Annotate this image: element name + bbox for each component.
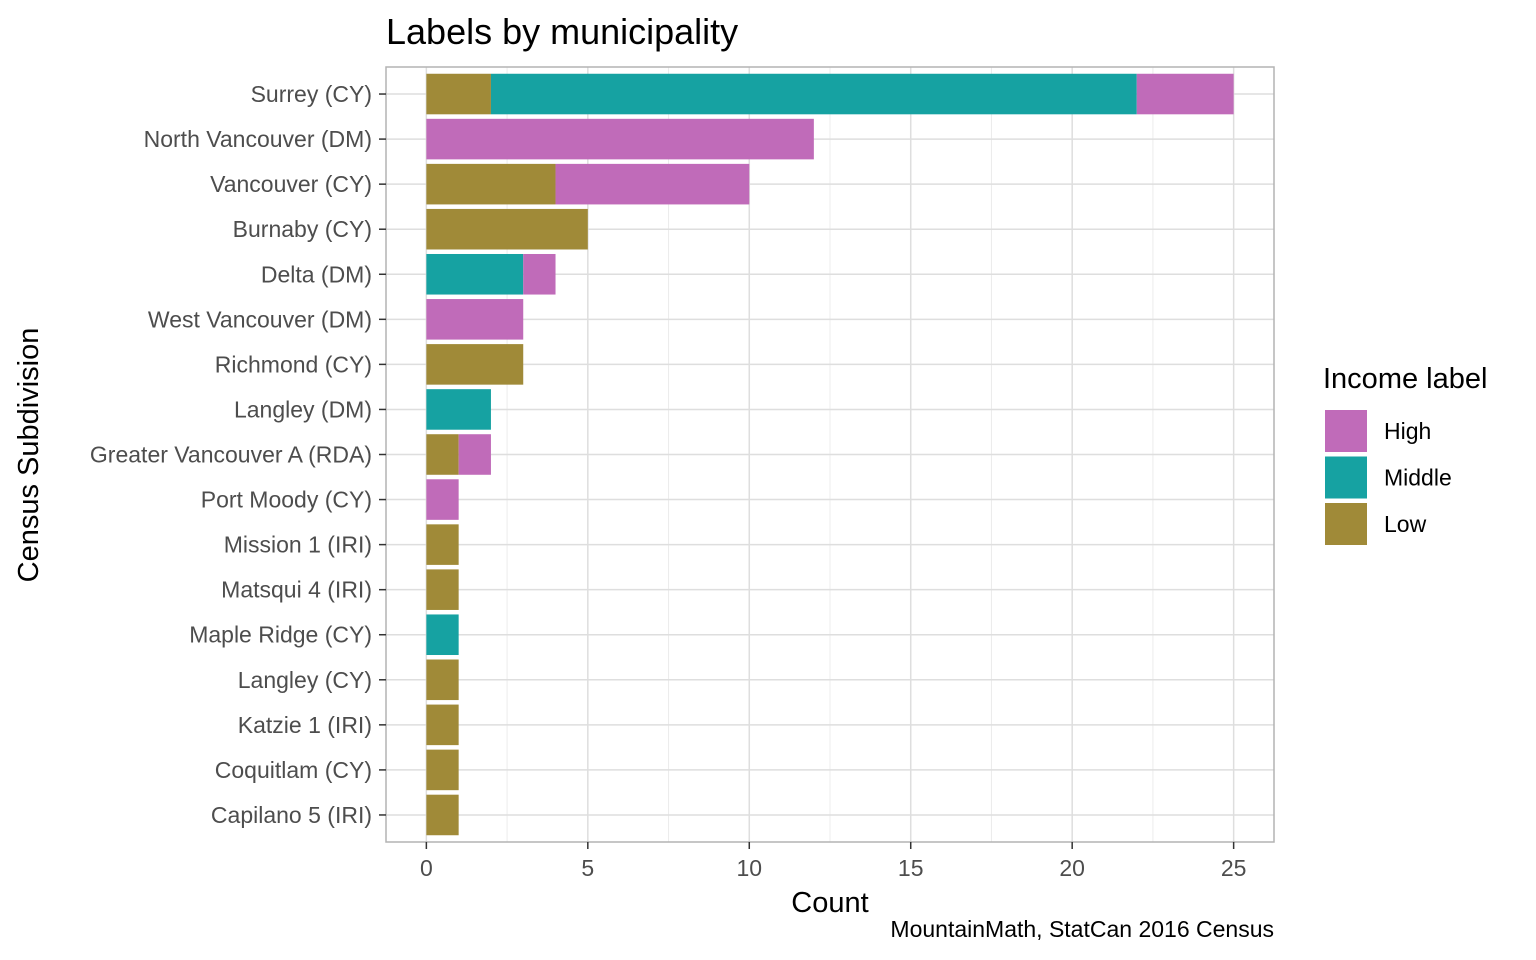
y-tick-label: Capilano 5 (IRI) <box>211 802 372 828</box>
bar-high <box>426 299 524 340</box>
legend-label-low: Low <box>1384 511 1427 537</box>
bar-low <box>426 208 588 250</box>
bar-low <box>426 163 556 205</box>
y-tick-label: Richmond (CY) <box>215 351 372 377</box>
bar-high <box>458 434 491 475</box>
y-tick-label: North Vancouver (DM) <box>144 126 372 152</box>
bar-low <box>426 524 459 565</box>
bar-low <box>426 749 459 791</box>
legend-title: Income label <box>1323 363 1487 395</box>
x-tick-label: 10 <box>736 855 762 881</box>
y-tick-label: Vancouver (CY) <box>210 171 372 197</box>
legend-key-low <box>1325 503 1367 545</box>
bar-low <box>426 344 524 385</box>
bar-high <box>523 253 556 295</box>
bar-low <box>426 704 459 746</box>
legend-label-high: High <box>1384 418 1431 444</box>
y-tick-label: Surrey (CY) <box>251 81 372 107</box>
y-tick-label: Katzie 1 (IRI) <box>238 712 372 738</box>
bar-high <box>1136 73 1234 115</box>
x-tick-label: 5 <box>581 855 594 881</box>
y-tick-label: Langley (DM) <box>234 396 372 422</box>
bar-high <box>426 479 459 520</box>
bar-middle <box>426 614 459 656</box>
bar-high <box>426 118 814 160</box>
bars <box>426 73 1234 836</box>
y-tick-label: West Vancouver (DM) <box>148 306 372 332</box>
x-tick-label: 0 <box>420 855 433 881</box>
x-tick-label: 15 <box>898 855 924 881</box>
x-axis: 0 5 10 15 20 25 <box>420 842 1246 881</box>
y-tick-label: Langley (CY) <box>238 667 372 693</box>
y-tick-label: Matsqui 4 (IRI) <box>221 577 372 603</box>
x-tick-label: 25 <box>1221 855 1247 881</box>
legend-key-middle <box>1325 456 1367 499</box>
y-tick-label: Burnaby (CY) <box>233 216 372 242</box>
bar-middle <box>426 253 524 295</box>
bar-high <box>555 163 750 205</box>
y-tick-label: Port Moody (CY) <box>201 487 372 513</box>
y-tick-label: Mission 1 (IRI) <box>224 532 372 558</box>
caption: MountainMath, StatCan 2016 Census <box>890 916 1274 942</box>
legend: Income label High Middle Low <box>1323 363 1487 545</box>
chart-title: Labels by municipality <box>386 11 738 52</box>
x-axis-title: Count <box>791 887 868 919</box>
y-tick-label: Greater Vancouver A (RDA) <box>90 442 372 468</box>
y-tick-label: Coquitlam (CY) <box>215 757 372 783</box>
y-axis: Surrey (CY) North Vancouver (DM) Vancouver… <box>90 81 386 828</box>
bar-middle <box>490 73 1137 115</box>
y-tick-label: Maple Ridge (CY) <box>189 622 372 648</box>
bar-low <box>426 569 459 610</box>
bar-low <box>426 73 491 115</box>
bar-low <box>426 434 459 475</box>
bar-low <box>426 794 459 836</box>
y-tick-label: Delta (DM) <box>261 261 372 287</box>
legend-key-high <box>1325 410 1367 452</box>
legend-label-middle: Middle <box>1384 465 1452 491</box>
bar-middle <box>426 389 491 430</box>
y-axis-title: Census Subdivision <box>13 328 45 583</box>
x-tick-label: 20 <box>1059 855 1085 881</box>
bar-low <box>426 659 459 701</box>
